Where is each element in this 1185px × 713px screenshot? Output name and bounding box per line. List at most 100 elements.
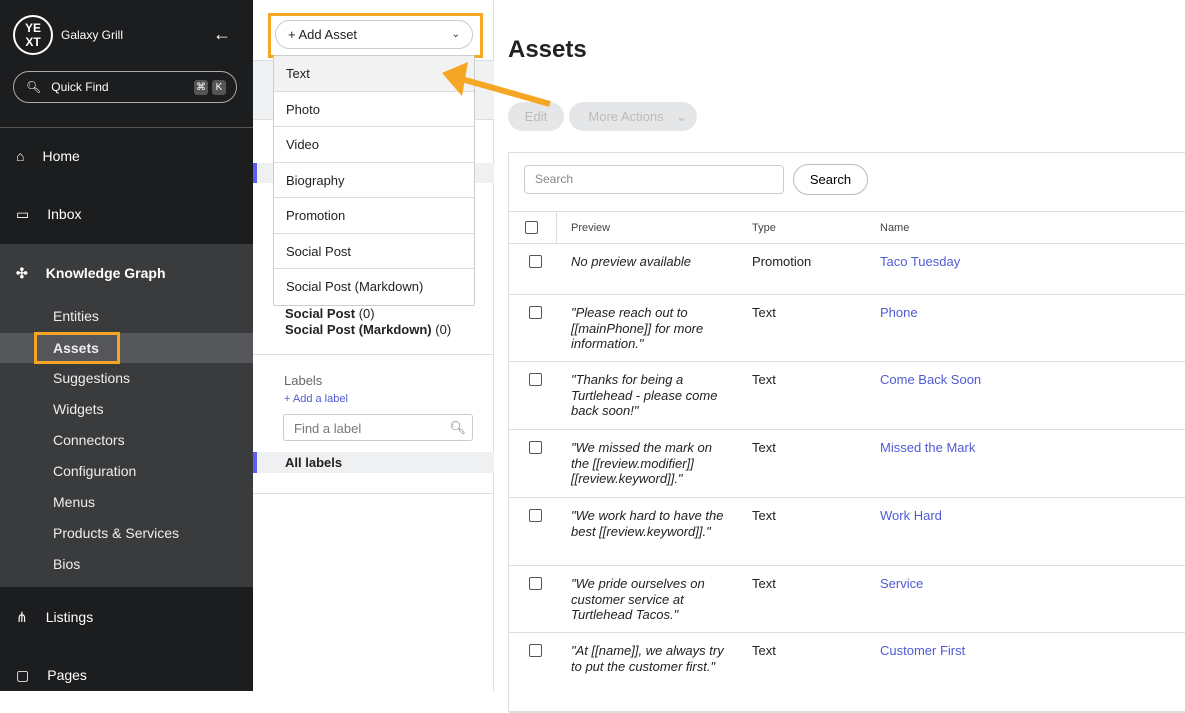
- menu-item-social-post[interactable]: Social Post: [274, 234, 474, 269]
- nav-pages[interactable]: ▢ Pages: [0, 646, 253, 704]
- add-asset-button[interactable]: + Add Asset ⌄: [275, 20, 473, 49]
- sub-menus[interactable]: Menus: [53, 494, 96, 510]
- menu-item-biography[interactable]: Biography: [274, 163, 474, 198]
- row-checkbox[interactable]: [529, 255, 542, 268]
- table-row: "Thanks for being a Turtlehead - please …: [509, 362, 1185, 430]
- type-cell: Text: [752, 440, 776, 455]
- sub-widgets[interactable]: Widgets: [53, 401, 104, 417]
- row-checkbox[interactable]: [529, 509, 542, 522]
- name-link[interactable]: Work Hard: [880, 508, 942, 523]
- annotation-arrow: [442, 62, 551, 107]
- preview-cell: "We pride ourselves on customer service …: [571, 576, 705, 622]
- row-checkbox[interactable]: [529, 441, 542, 454]
- nav-home[interactable]: ⌂ Home: [0, 127, 253, 185]
- type-cell: Text: [752, 576, 776, 591]
- sidebar: YE XT Galaxy Grill ← 🔍︎ Quick Find ⌘ K ⌂ Hom…: [0, 0, 253, 691]
- highlight-box: [268, 13, 483, 58]
- add-label-link[interactable]: + Add a label: [284, 393, 348, 405]
- quick-find-label: Quick Find: [51, 80, 109, 94]
- preview-cell: "Please reach out to [[mainPhone]] for m…: [571, 305, 704, 351]
- sub-entities[interactable]: Entities: [53, 308, 99, 324]
- search-button[interactable]: Search: [793, 164, 868, 195]
- sub-suggestions[interactable]: Suggestions: [53, 370, 131, 386]
- col-name[interactable]: Name: [880, 222, 910, 234]
- menu-item-video[interactable]: Video: [274, 127, 474, 163]
- chevron-down-icon: ⌄: [451, 29, 460, 40]
- preview-cell: No preview available: [571, 254, 691, 269]
- table-row: "Please reach out to [[mainPhone]] for m…: [509, 295, 1185, 362]
- k-key: K: [212, 80, 226, 95]
- nav-label: Listings: [45, 609, 94, 625]
- search-input[interactable]: Search: [524, 165, 784, 194]
- row-checkbox[interactable]: [529, 373, 542, 386]
- highlight-box: [34, 332, 120, 364]
- collapse-arrow-icon[interactable]: ←: [213, 24, 231, 44]
- filter-social-post-markdown[interactable]: Social Post (Markdown) (0): [285, 322, 452, 337]
- menu-item-text[interactable]: Text: [274, 56, 474, 92]
- table-row: "We pride ourselves on customer service …: [509, 566, 1185, 633]
- name-link[interactable]: Taco Tuesday: [880, 254, 961, 269]
- nav-label: Knowledge Graph: [45, 265, 166, 281]
- divider: [0, 127, 253, 128]
- nav-knowledge-graph[interactable]: ✣ Knowledge Graph: [0, 244, 253, 302]
- preview-cell: "At [[name]], we always try to put the c…: [571, 643, 724, 674]
- sub-connectors[interactable]: Connectors: [53, 432, 125, 448]
- select-all-checkbox[interactable]: [525, 221, 538, 234]
- preview-cell: "We work hard to have the best [[review.…: [571, 508, 724, 539]
- sub-products-services[interactable]: Products & Services: [53, 525, 180, 541]
- labels-title: Labels: [284, 373, 323, 388]
- main-content: Assets Edit More Actions ⌄ Search Search…: [494, 0, 1185, 713]
- type-cell: Text: [752, 372, 776, 387]
- table-row: "We missed the mark on the [[review.modi…: [509, 430, 1185, 498]
- col-type[interactable]: Type: [752, 222, 776, 234]
- row-checkbox[interactable]: [529, 577, 542, 590]
- type-cell: Text: [752, 305, 776, 320]
- edit-button[interactable]: Edit: [508, 102, 564, 131]
- nav-label: Home: [42, 148, 80, 164]
- name-link[interactable]: Come Back Soon: [880, 372, 982, 387]
- name-link[interactable]: Service: [880, 576, 924, 591]
- name-link[interactable]: Customer First: [880, 643, 966, 658]
- org-name: Galaxy Grill: [61, 28, 124, 42]
- inbox-icon: ▭: [16, 205, 30, 222]
- preview-cell: "We missed the mark on the [[review.modi…: [571, 440, 712, 486]
- search-icon: 🔍︎: [26, 80, 42, 94]
- quick-find-input[interactable]: 🔍︎ Quick Find ⌘ K: [13, 71, 237, 103]
- name-link[interactable]: Phone: [880, 305, 918, 320]
- nav-listings[interactable]: ⋔ Listings: [0, 588, 253, 646]
- more-actions-button[interactable]: More Actions ⌄: [569, 102, 697, 131]
- add-asset-menu: Text Photo Video Biography Promotion Soc…: [273, 55, 475, 306]
- chevron-down-icon: ⌄: [676, 109, 687, 124]
- nav-inbox[interactable]: ▭ Inbox: [0, 185, 253, 243]
- menu-item-photo[interactable]: Photo: [274, 92, 474, 127]
- type-cell: Promotion: [752, 254, 812, 269]
- name-link[interactable]: Missed the Mark: [880, 440, 976, 455]
- filter-social-post[interactable]: Social Post (0): [285, 306, 375, 321]
- nav-label: Pages: [47, 667, 87, 683]
- home-icon: ⌂: [16, 148, 25, 164]
- menu-item-promotion[interactable]: Promotion: [274, 198, 474, 234]
- row-checkbox[interactable]: [529, 306, 542, 319]
- all-labels[interactable]: All labels: [253, 452, 494, 473]
- col-preview[interactable]: Preview: [571, 222, 611, 234]
- preview-cell: "Thanks for being a Turtlehead - please …: [571, 372, 718, 418]
- search-icon: 🔍︎: [449, 420, 466, 435]
- sub-assets[interactable]: Assets: [0, 333, 253, 363]
- yext-logo: YE XT: [13, 15, 53, 55]
- listings-icon: ⋔: [16, 608, 28, 625]
- table-row: No preview available Promotion Taco Tues…: [509, 244, 1185, 295]
- page-title: Assets: [508, 36, 587, 63]
- type-cell: Text: [752, 508, 776, 523]
- find-label-input[interactable]: Find a label 🔍︎: [283, 414, 473, 441]
- table-header: Preview Type Name: [509, 211, 1185, 244]
- cmd-key: ⌘: [194, 80, 208, 95]
- type-cell: Text: [752, 643, 776, 658]
- table-row: "We work hard to have the best [[review.…: [509, 498, 1185, 566]
- menu-item-social-post-markdown[interactable]: Social Post (Markdown): [286, 279, 424, 294]
- knowledge-graph-icon: ✣: [16, 264, 28, 281]
- sub-configuration[interactable]: Configuration: [53, 463, 137, 479]
- table-row: "At [[name]], we always try to put the c…: [509, 633, 1185, 713]
- sub-bios[interactable]: Bios: [53, 556, 81, 572]
- row-checkbox[interactable]: [529, 644, 542, 657]
- knowledge-graph-section: [0, 244, 253, 587]
